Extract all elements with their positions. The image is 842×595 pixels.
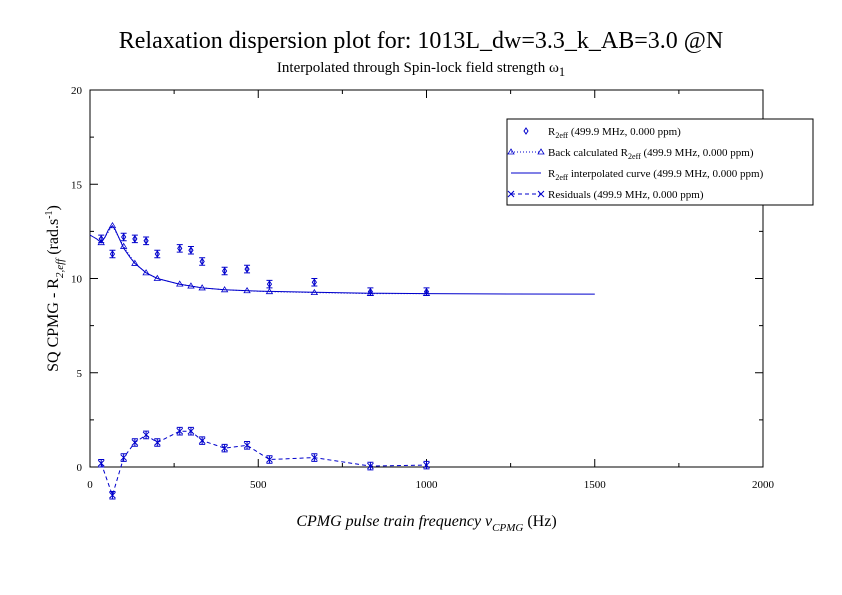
- legend-label-post: (499.9 MHz, 0.000 ppm): [568, 126, 681, 138]
- back-calculated-point: [108, 221, 117, 229]
- r2eff-point: [244, 265, 250, 273]
- legend-entry: Back calculated R2eff (499.9 MHz, 0.000 …: [507, 147, 754, 161]
- residual-point: [310, 454, 318, 461]
- x-tick-label: 2000: [752, 479, 775, 491]
- chart-subtitle-sub: 1: [558, 65, 566, 79]
- residual-point: [142, 431, 150, 439]
- legend-box: [506, 118, 814, 206]
- legend-marker-triangle: [537, 148, 545, 155]
- r2eff-point: [177, 244, 183, 253]
- legend-label-pre: Residuals: [548, 189, 591, 201]
- legend-label-pre: R: [548, 168, 556, 180]
- r2eff-point: [423, 287, 430, 296]
- legend-label-pre: Back calculated R: [548, 147, 629, 159]
- back-calculated-point: [243, 286, 251, 294]
- back-calculated-point: [176, 280, 184, 287]
- legend-label-sub: 2eff: [555, 173, 568, 182]
- residual-point: [97, 459, 105, 467]
- back-calculated-point: [142, 269, 150, 276]
- legend-label-pre: R: [548, 126, 556, 138]
- legend-label-post: (499.9 MHz, 0.000 ppm): [591, 189, 704, 201]
- residual-point: [367, 462, 374, 470]
- r2eff-point: [311, 278, 317, 287]
- r2eff-point: [367, 287, 374, 296]
- legend-marker-x: [537, 190, 545, 198]
- back-calculated-point: [119, 242, 128, 249]
- x-axis-label-unit: (Hz): [523, 513, 556, 530]
- residual-point: [187, 427, 195, 435]
- x-axis-label: CPMG pulse train frequency νCPMG (Hz): [296, 513, 556, 534]
- back-calculated-line: [100, 224, 427, 295]
- residual-point: [109, 491, 116, 499]
- legend-label-post: interpolated curve (499.9 MHz, 0.000 ppm…: [568, 168, 764, 180]
- legend-label: R2eff (499.9 MHz, 0.000 ppm): [548, 126, 681, 140]
- legend-label-sub: 2eff: [628, 152, 641, 161]
- legend-entry: R2eff (499.9 MHz, 0.000 ppm): [523, 126, 681, 140]
- back-calculated-point: [265, 287, 274, 295]
- y-tick-label: 5: [77, 368, 83, 380]
- x-axis-label-sub: CPMG: [492, 522, 523, 534]
- legend-marker-x: [507, 190, 515, 198]
- chart-title: Relaxation dispersion plot for: 1013L_dw…: [118, 28, 724, 54]
- y-tick-label: 10: [71, 274, 83, 286]
- residual-point: [423, 461, 430, 469]
- legend-marker-triangle: [507, 148, 515, 155]
- r2eff-point: [143, 236, 149, 245]
- back-calculated-point: [153, 274, 162, 281]
- legend-label-post: (499.9 MHz, 0.000 ppm): [641, 147, 754, 159]
- x-tick-label: 1000: [416, 479, 439, 491]
- chart-subtitle-text: Interpolated through Spin-lock field str…: [276, 60, 559, 76]
- residual-point: [131, 439, 139, 446]
- interpolated-curve-line: [89, 224, 595, 295]
- chart-subtitle: Interpolated through Spin-lock field str…: [0, 60, 842, 80]
- y-axis-label-unit: (rad.s: [45, 219, 62, 259]
- y-axis-label-sup: -1: [44, 210, 55, 218]
- residual-point: [120, 454, 128, 461]
- r2eff-point: [188, 246, 194, 255]
- x-tick-label: 0: [87, 479, 93, 491]
- r2eff-point: [98, 235, 104, 243]
- x-tick-label: 1500: [584, 479, 607, 491]
- r2eff-point: [266, 280, 273, 289]
- r2eff-point: [199, 257, 205, 266]
- y-tick-label: 0: [77, 462, 83, 474]
- r2eff-point: [121, 233, 127, 241]
- x-tick-label: 500: [250, 479, 267, 491]
- r2eff-point: [154, 250, 160, 258]
- residual-point: [243, 441, 251, 449]
- legend-label: R2eff interpolated curve (499.9 MHz, 0.0…: [548, 168, 764, 182]
- r2eff-point: [132, 235, 138, 243]
- r2eff-point: [109, 250, 116, 258]
- residual-point: [153, 439, 161, 446]
- legend: R2eff (499.9 MHz, 0.000 ppm)Back calcula…: [506, 118, 814, 206]
- back-calculated-point: [198, 284, 206, 291]
- back-calculated-point: [220, 286, 229, 293]
- residual-point: [266, 456, 273, 463]
- x-axis-label-main: CPMG pulse train frequency ν: [296, 513, 493, 530]
- y-axis-label: SQ CPMG - R2,eff (rad.s-1): [44, 205, 66, 372]
- legend-label-sub: 2eff: [555, 131, 568, 140]
- y-axis-label-close: ): [45, 205, 62, 210]
- y-axis-label-main: SQ CPMG - R: [45, 278, 62, 372]
- legend-marker-diamond: [523, 127, 529, 135]
- residual-point: [221, 444, 228, 452]
- y-axis-label-sub: 2,eff: [54, 257, 66, 278]
- r2eff-point: [221, 267, 228, 275]
- legend-entry: R2eff interpolated curve (499.9 MHz, 0.0…: [511, 168, 764, 182]
- back-calculated-point: [131, 259, 139, 266]
- legend-entry: Residuals (499.9 MHz, 0.000 ppm): [507, 189, 704, 201]
- y-tick-label: 15: [71, 179, 83, 191]
- legend-label: Back calculated R2eff (499.9 MHz, 0.000 …: [548, 147, 754, 161]
- back-calculated-point: [310, 288, 319, 296]
- y-tick-label: 20: [71, 85, 83, 97]
- residual-point: [176, 427, 184, 435]
- legend-label: Residuals (499.9 MHz, 0.000 ppm): [548, 189, 704, 201]
- residual-point: [198, 437, 206, 444]
- back-calculated-point: [187, 282, 195, 289]
